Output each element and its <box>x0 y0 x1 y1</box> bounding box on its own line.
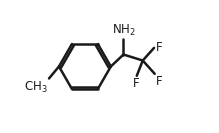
Text: F: F <box>133 77 140 90</box>
Text: F: F <box>156 75 163 88</box>
Text: NH$_2$: NH$_2$ <box>111 22 135 38</box>
Text: F: F <box>155 41 162 54</box>
Text: CH$_3$: CH$_3$ <box>24 80 48 95</box>
